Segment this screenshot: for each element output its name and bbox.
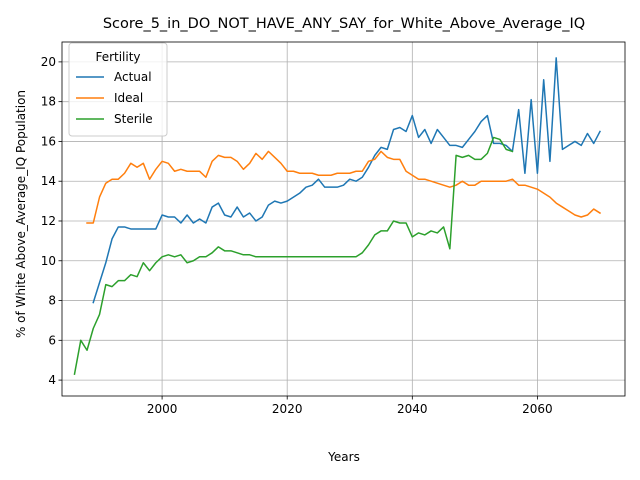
y-tick-label: 18: [41, 95, 56, 109]
legend-box: [68, 42, 168, 137]
y-tick-label: 10: [41, 254, 56, 268]
x-axis-ticks: 2000 2020 2040 2060: [147, 396, 553, 416]
series-line-ideal: [86, 150, 602, 224]
series-line-actual: [92, 57, 601, 304]
y-axis-label: % of White Above_Average_IQ Population: [14, 90, 28, 338]
x-tick-label: 2000: [147, 402, 178, 416]
x-tick-label: 2040: [397, 402, 428, 416]
axes-frame: [61, 41, 626, 397]
y-tick-label: 16: [41, 134, 56, 148]
x-tick-label: 2020: [272, 402, 303, 416]
series-line-sterile: [73, 136, 514, 375]
y-tick-label: 12: [41, 214, 56, 228]
legend-label-ideal: Ideal: [114, 91, 143, 105]
legend: Fertility Actual Ideal Sterile: [68, 42, 168, 137]
legend-items: Actual Ideal Sterile: [76, 70, 153, 126]
y-tick-label: 8: [48, 294, 56, 308]
series-layer: [73, 57, 602, 375]
legend-label-sterile: Sterile: [114, 112, 153, 126]
x-axis-label: Years: [327, 450, 360, 464]
y-tick-label: 20: [41, 55, 56, 69]
x-tick-label: 2060: [522, 402, 553, 416]
y-tick-label: 6: [48, 333, 56, 347]
legend-label-actual: Actual: [114, 70, 152, 84]
y-tick-label: 4: [48, 373, 56, 387]
y-axis-ticks: 4 6 8 10 12 14 16 18 20: [41, 55, 62, 387]
legend-title: Fertility: [95, 50, 140, 64]
y-tick-label: 14: [41, 174, 56, 188]
chart-title: Score_5_in_DO_NOT_HAVE_ANY_SAY_for_White…: [103, 16, 585, 32]
